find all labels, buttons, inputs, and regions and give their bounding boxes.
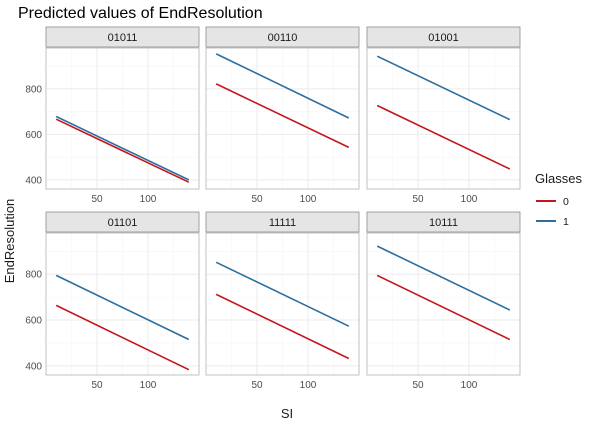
x-tick-label: 100 bbox=[300, 194, 317, 205]
panel-border bbox=[45, 47, 200, 190]
facet-label: 00110 bbox=[268, 32, 298, 44]
chart-title: Predicted values of EndResolution bbox=[18, 5, 263, 22]
series-line-glasses-1 bbox=[55, 115, 190, 181]
y-tick-label: 600 bbox=[25, 316, 42, 327]
facet-label: 10111 bbox=[429, 217, 458, 229]
facet-strip bbox=[366, 26, 521, 48]
y-tick-label: 800 bbox=[25, 84, 42, 95]
legend-label-1: 1 bbox=[563, 216, 569, 228]
facet-panel: 01011 50 100 400 600 800 bbox=[25, 26, 200, 205]
y-axis-title: EndResolution bbox=[2, 199, 17, 284]
series-line-glasses-0 bbox=[376, 104, 511, 170]
facet-label: 01001 bbox=[428, 32, 459, 44]
facet-panel: 11111 50 100 bbox=[205, 211, 360, 391]
series-line-glasses-0 bbox=[55, 304, 190, 371]
legend-title: Glasses bbox=[535, 171, 582, 186]
x-tick-label: 100 bbox=[461, 194, 478, 205]
legend-label-0: 0 bbox=[563, 196, 569, 208]
facet-panel: 00110 50 100 bbox=[205, 26, 360, 205]
series-line-glasses-1 bbox=[215, 53, 350, 119]
x-tick-label: 50 bbox=[251, 194, 263, 205]
facet-strip bbox=[366, 211, 521, 233]
x-tick-label: 50 bbox=[91, 380, 103, 391]
x-tick-label: 100 bbox=[140, 380, 157, 391]
series-line-glasses-1 bbox=[376, 245, 511, 311]
x-axis-title: SI bbox=[281, 406, 293, 421]
facet-panel: 01101 50 100 400 600 800 bbox=[25, 211, 200, 391]
y-tick-label: 400 bbox=[25, 361, 42, 372]
y-tick-label: 600 bbox=[25, 130, 42, 141]
series-line-glasses-1 bbox=[376, 55, 511, 121]
series-line-glasses-0 bbox=[215, 293, 350, 360]
panel-border bbox=[205, 47, 360, 190]
x-tick-label: 100 bbox=[140, 194, 157, 205]
x-tick-label: 100 bbox=[300, 380, 317, 391]
series-line-glasses-0 bbox=[55, 118, 190, 183]
y-tick-label: 800 bbox=[25, 270, 42, 281]
facet-strip bbox=[205, 211, 360, 233]
panel-border bbox=[366, 47, 521, 190]
facet-label: 01011 bbox=[108, 32, 138, 44]
facet-panel: 10111 50 100 bbox=[366, 211, 521, 391]
panel-border bbox=[366, 232, 521, 376]
facet-strip bbox=[205, 26, 360, 48]
facet-label: 11111 bbox=[269, 217, 296, 229]
series-line-glasses-1 bbox=[55, 274, 190, 341]
legend: Glasses 0 1 bbox=[535, 171, 582, 228]
panel-border bbox=[205, 232, 360, 376]
x-tick-label: 50 bbox=[412, 380, 424, 391]
y-tick-label: 400 bbox=[25, 175, 42, 186]
series-line-glasses-1 bbox=[215, 261, 350, 327]
series-line-glasses-0 bbox=[376, 274, 511, 341]
x-tick-label: 50 bbox=[91, 194, 103, 205]
series-line-glasses-0 bbox=[215, 83, 350, 149]
facet-strip bbox=[45, 211, 200, 233]
facet-label: 01101 bbox=[108, 217, 138, 229]
facet-panel: 01001 50 100 bbox=[366, 26, 521, 205]
panel-border bbox=[45, 232, 200, 376]
x-tick-label: 100 bbox=[461, 380, 478, 391]
facet-strip bbox=[45, 26, 200, 48]
x-tick-label: 50 bbox=[412, 194, 424, 205]
x-tick-label: 50 bbox=[251, 380, 263, 391]
